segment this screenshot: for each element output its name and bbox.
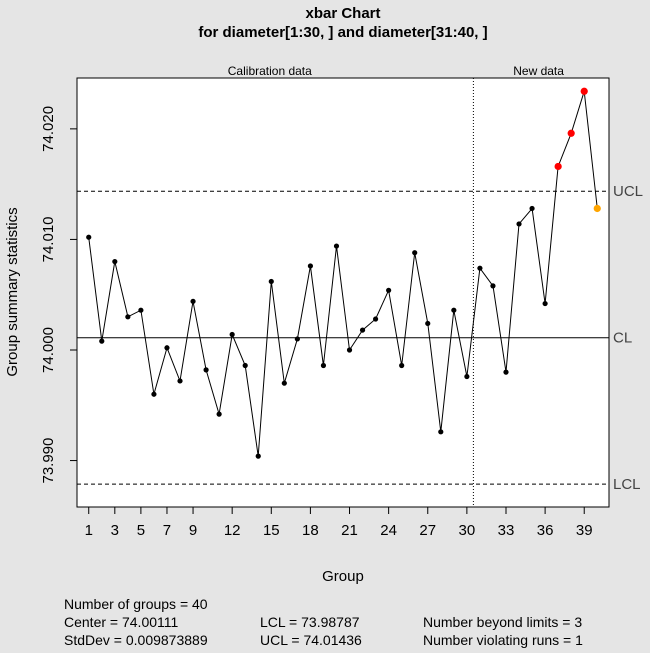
chart-title: xbar Chart	[305, 5, 380, 22]
x-tick-label: 7	[163, 522, 171, 539]
data-point-group-27	[425, 320, 431, 327]
data-point-group-17	[294, 336, 300, 342]
stat-stddev: StdDev = 0.009873889	[64, 632, 208, 648]
data-point-group-16	[281, 380, 287, 386]
stat-ucl: UCL = 74.01436	[260, 632, 362, 648]
x-tick-label: 33	[498, 522, 515, 539]
data-point-group-36	[542, 300, 548, 307]
x-tick-label: 30	[459, 522, 476, 539]
x-tick-label: 18	[302, 522, 319, 539]
data-point-group-8	[177, 378, 183, 384]
data-point-group-39	[580, 87, 588, 95]
x-tick-label: 1	[85, 522, 93, 539]
x-tick-label: 3	[111, 522, 119, 539]
data-point-group-15	[268, 278, 274, 285]
limit-label-cl: CL	[613, 330, 632, 347]
data-point-group-10	[203, 367, 209, 373]
data-point-group-4	[125, 314, 131, 320]
stat-beyond-limits: Number beyond limits = 3	[423, 614, 583, 630]
x-tick-label: 27	[419, 522, 436, 539]
limit-label-lcl: LCL	[613, 476, 641, 493]
x-tick-label: 15	[263, 522, 280, 539]
stat-lcl: LCL = 73.98787	[260, 614, 360, 630]
stat-center: Center = 74.00111	[64, 614, 179, 630]
data-point-group-25	[399, 362, 405, 369]
xbar-series-line	[88, 91, 598, 457]
data-point-group-32	[490, 283, 496, 289]
data-point-group-34	[516, 221, 522, 227]
data-point-group-38	[567, 129, 575, 137]
stat-number-of-groups: Number of groups = 40	[64, 596, 208, 612]
y-tick-label: 74.010	[40, 216, 57, 262]
x-tick-label: 24	[380, 522, 397, 539]
limit-label-ucl: UCL	[613, 183, 643, 200]
data-point-group-13	[242, 362, 248, 369]
data-point-group-19	[320, 362, 327, 369]
data-point-group-31	[477, 265, 483, 271]
data-point-group-35	[529, 205, 535, 212]
xbar-chart: xbar Chart for diameter[1:30, ] and diam…	[4, 5, 643, 585]
y-tick-label: 74.020	[40, 106, 57, 152]
section-label: New data	[513, 64, 564, 78]
section-label: Calibration data	[228, 64, 312, 78]
data-point-group-24	[386, 287, 392, 293]
stat-violating-runs: Number violating runs = 1	[423, 632, 583, 648]
plot-panel	[76, 77, 610, 508]
x-tick-label: 5	[137, 522, 145, 539]
data-point-group-30	[464, 373, 470, 380]
y-tick-label: 73.990	[40, 438, 57, 484]
data-point-group-28	[438, 429, 444, 435]
data-point-group-26	[412, 250, 418, 256]
x-tick-label: 9	[189, 522, 197, 539]
data-point-group-2	[99, 338, 105, 344]
x-tick-label: 21	[341, 522, 358, 539]
x-tick-label: 36	[537, 522, 554, 539]
data-point-group-14	[255, 453, 261, 459]
data-point-group-33	[503, 369, 509, 375]
data-point-group-6	[151, 391, 157, 397]
data-point-group-20	[333, 243, 340, 249]
y-axis-label: Group summary statistics	[4, 207, 21, 376]
data-point-group-29	[451, 307, 457, 313]
data-point-group-22	[359, 327, 366, 333]
y-tick-label: 74.000	[40, 327, 57, 373]
data-point-group-21	[346, 347, 353, 353]
x-tick-label: 39	[576, 522, 593, 539]
data-point-group-18	[307, 263, 314, 269]
data-point-group-12	[229, 331, 235, 338]
data-point-group-40	[593, 204, 601, 213]
data-point-group-37	[554, 162, 562, 171]
data-point-group-5	[138, 307, 144, 313]
data-point-group-3	[112, 258, 118, 265]
data-point-group-7	[164, 345, 170, 351]
data-point-group-1	[86, 234, 92, 240]
data-point-group-23	[372, 316, 379, 322]
data-point-group-11	[216, 411, 222, 417]
x-axis-label: Group	[322, 568, 364, 585]
chart-subtitle: for diameter[1:30, ] and diameter[31:40,…	[198, 24, 487, 41]
x-tick-label: 12	[224, 522, 241, 539]
data-point-group-9	[190, 298, 196, 304]
